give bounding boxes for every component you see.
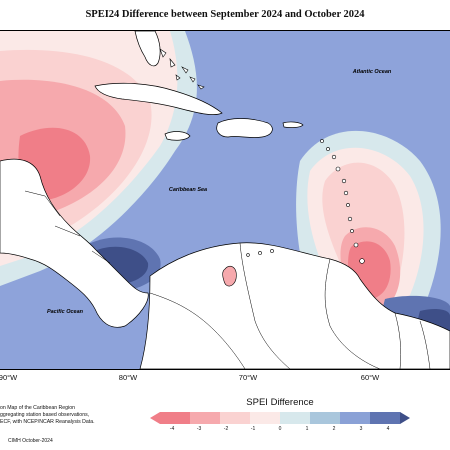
legend-tick: -4	[169, 426, 175, 432]
land-florida	[134, 31, 161, 67]
land-central-america	[0, 158, 149, 328]
legend-tick: 2	[332, 426, 336, 432]
legend-tick: 4	[386, 426, 390, 432]
land-jamaica	[164, 131, 191, 141]
map-title: SPEI24 Difference between September 2024…	[85, 9, 365, 20]
label-atlantic-ocean: Atlantic Ocean	[352, 69, 392, 75]
land-hispaniola	[216, 118, 273, 138]
land-puerto-rico	[282, 121, 304, 128]
legend-swatch-high	[400, 412, 410, 424]
longitude-tick-90w: 90°W	[0, 373, 18, 382]
legend-title: SPEI Difference	[246, 397, 314, 408]
legend-swatch-low	[150, 412, 160, 424]
legend-swatch	[340, 412, 371, 424]
legend-swatch	[310, 412, 341, 424]
legend-swatch	[160, 412, 191, 424]
legend-ticks: -4 -3 -2 -1 0 1 2 3 4	[160, 426, 400, 434]
credit-text: CIMH October-2024	[8, 438, 53, 444]
legend-swatch	[370, 412, 401, 424]
country-borders	[24, 190, 431, 369]
footnote-line: ECF, with NCEP/NCAR Reanalysis Data.	[0, 419, 95, 425]
map-panel: Atlantic Ocean Caribbean Sea Pacific Oce…	[0, 30, 450, 370]
legend-tick: -2	[223, 426, 229, 432]
footnote-line: ggregating station based observations,	[0, 412, 90, 418]
longitude-tick-60w: 60°W	[360, 373, 380, 382]
legend-swatch	[280, 412, 311, 424]
legend-tick: 1	[305, 426, 309, 432]
land-lesser-antilles	[246, 139, 365, 264]
label-pacific-ocean: Pacific Ocean	[47, 309, 84, 315]
label-caribbean-sea: Caribbean Sea	[169, 187, 207, 193]
legend-tick: 0	[278, 426, 282, 432]
land-cuba	[94, 82, 223, 115]
longitude-tick-80w: 80°W	[118, 373, 138, 382]
legend-tick: -1	[250, 426, 256, 432]
legend-tick: -3	[196, 426, 202, 432]
land-bahamas	[159, 48, 205, 90]
lake-maracaibo	[222, 266, 237, 287]
footnote-line: on Map of the Caribbean Region	[0, 405, 75, 411]
legend-colorbar	[150, 412, 410, 424]
land-south-america	[139, 242, 450, 369]
legend-swatch	[250, 412, 281, 424]
legend-swatch	[190, 412, 221, 424]
legend-tick: 3	[359, 426, 363, 432]
map-canvas: Atlantic Ocean Caribbean Sea Pacific Oce…	[0, 31, 450, 369]
longitude-tick-70w: 70°W	[238, 373, 258, 382]
map-footnote: on Map of the Caribbean Region ggregatin…	[0, 405, 95, 426]
legend-swatch	[220, 412, 251, 424]
